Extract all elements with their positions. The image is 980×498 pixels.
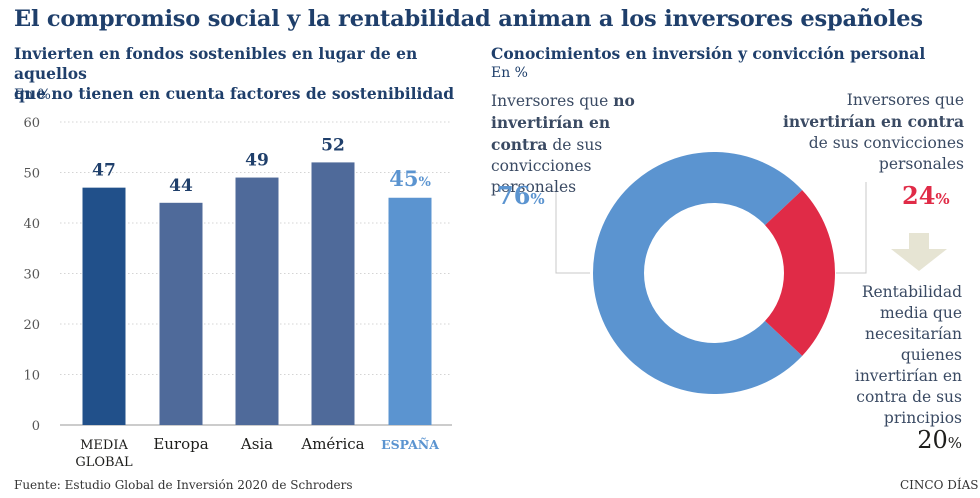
bar [159,202,203,425]
x-tick-label-line: GLOBAL [75,455,133,470]
label-yes-pre: Inversores que [846,91,964,109]
y-tick-label: 20 [23,318,40,333]
connector-line-right [836,182,867,274]
label-yes-post: de sus convicciones personales [808,134,964,173]
x-tick-label: MEDIA GLOBAL [75,438,133,470]
label-no-post: de sus convicciones personales [491,136,603,196]
bar-chart-subtitle: Invierten en fondos sostenibles en lugar… [14,44,484,104]
data-label: 47 [92,161,116,181]
value-20-pct: % [947,434,962,452]
donut-slice-76 [592,152,803,394]
data-label: 44 [169,176,193,196]
return-label: Rentabilidad media que necesitarían quie… [854,283,962,427]
donut-chart-unit: En % [491,65,528,81]
donut-label-invest: Inversores que invertirían en contra de … [770,90,964,175]
data-label-pct: % [418,175,431,190]
y-tick-label: 0 [32,419,40,434]
connector-line-left [555,182,590,274]
source-note: Fuente: Estudio Global de Inversión 2020… [14,478,353,492]
bar [82,187,126,425]
value-24-number: 24 [902,181,936,210]
bar-subtitle-line1: Invierten en fondos sostenibles en lugar… [14,44,418,83]
value-20-label: 20% [900,426,962,454]
bar-chart: 0 10 20 30 40 50 60 47 44 49 52 45% MEDIA GLOBAL Europ… [23,116,452,470]
value-76-number: 76 [497,181,531,210]
label-no-bold: no invertirían en contra [491,91,635,154]
y-tick-label: 30 [23,268,40,283]
x-tick-label: ESPAÑA [381,437,439,452]
x-tick-label: Asia [240,435,273,453]
value-76-pct: % [530,190,545,208]
y-tick-label: 40 [23,217,40,232]
donut-slice-24 [765,190,835,356]
donut-chart-subtitle: Conocimientos en inversión y convicción … [491,44,926,63]
label-no-pre: Inversores que [491,92,614,110]
label-yes-bold: invertirían en contra [783,112,964,131]
x-tick-label: Europa [153,435,208,453]
y-tick-label: 60 [23,116,40,131]
bar [388,197,432,425]
value-24-pct: % [935,190,950,208]
x-tick-label-line: MEDIA [80,438,128,453]
y-tick-label: 10 [23,369,40,384]
donut-chart [555,152,947,394]
data-label: 45% [389,166,431,191]
donut-label-no-invest: Inversores que no invertirían en contra … [491,90,666,198]
brand-logo-text: CINCO DÍAS [900,478,979,492]
down-arrow-icon [891,233,947,271]
value-76-label: 76% [497,181,545,210]
data-label: 52 [321,135,345,155]
bar-subtitle-line2: que no tienen en cuenta factores de sost… [14,84,455,103]
value-24-label: 24% [902,181,950,210]
bar [311,162,355,425]
bar-chart-unit: En % [14,87,51,103]
value-20-number: 20 [917,426,948,454]
x-tick-label: América [300,435,364,453]
bar [235,177,279,425]
chart-title: El compromiso social y la rentabilidad a… [14,6,923,32]
y-tick-label: 50 [23,167,40,182]
data-label: 49 [245,151,269,171]
